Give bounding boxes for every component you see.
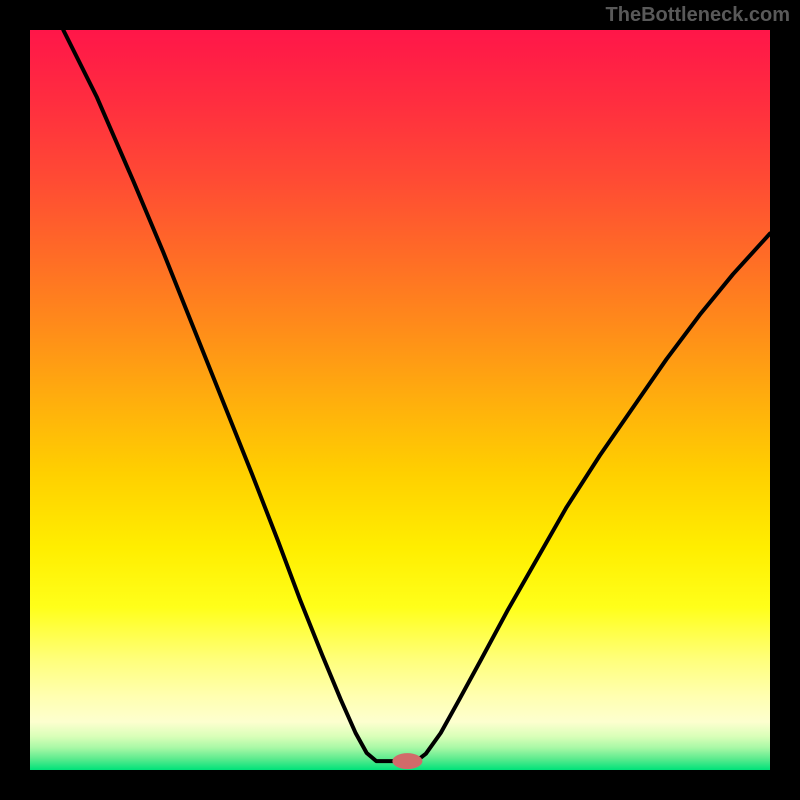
watermark-text: TheBottleneck.com (606, 4, 790, 27)
chart-svg (0, 0, 800, 800)
optimal-marker (392, 753, 422, 769)
plot-background (30, 30, 770, 770)
chart-stage: TheBottleneck.com (0, 0, 800, 800)
